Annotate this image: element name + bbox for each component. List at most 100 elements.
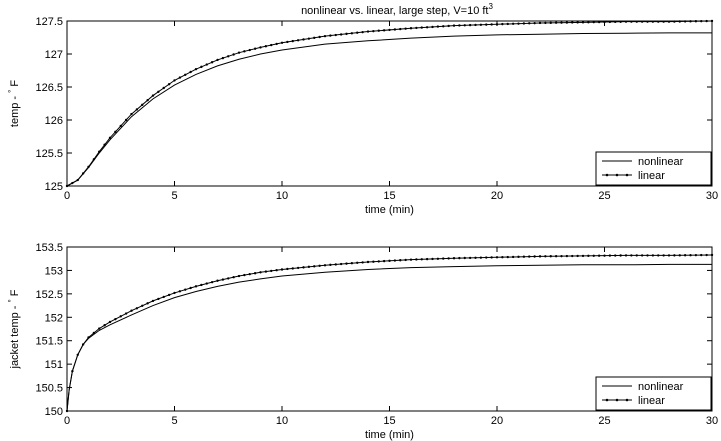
series-marker-linear	[232, 53, 235, 56]
y-axis-label-text: temp -	[9, 93, 21, 127]
series-marker-linear	[243, 50, 246, 53]
series-marker-linear	[372, 29, 375, 33]
series-marker-linear	[114, 130, 117, 134]
series-marker-linear	[565, 21, 569, 24]
series-marker-linear	[447, 257, 450, 260]
series-marker-linear	[576, 21, 579, 24]
series-marker-linear	[130, 112, 133, 116]
series-marker-linear	[393, 259, 397, 262]
series-marker-linear	[442, 257, 445, 260]
series-marker-linear	[253, 272, 257, 275]
y-tick-label: 150.5	[35, 383, 63, 395]
series-marker-linear	[270, 43, 273, 47]
series-marker-linear	[442, 25, 445, 28]
series-marker-linear	[581, 254, 585, 258]
legend: nonlinear linear	[595, 376, 712, 411]
series-marker-linear	[162, 295, 165, 299]
series-marker-linear	[490, 23, 493, 26]
series-marker-linear	[420, 26, 423, 29]
series-marker-linear	[141, 304, 144, 308]
series-marker-linear	[270, 269, 273, 273]
legend-marker-linear	[615, 398, 619, 402]
series-marker-linear	[630, 20, 633, 23]
series-marker-linear	[463, 24, 466, 27]
series-marker-linear	[592, 20, 595, 24]
series-marker-linear	[81, 172, 85, 175]
series-marker-linear	[275, 268, 278, 272]
series-marker-linear	[173, 291, 176, 295]
series-marker-linear	[345, 262, 348, 265]
series-marker-linear	[635, 20, 638, 23]
series-marker-linear	[619, 20, 622, 23]
series-marker-linear	[178, 76, 182, 79]
x-tick-label: 10	[276, 190, 288, 202]
x-tick-label: 15	[383, 415, 395, 427]
series-marker-linear	[227, 55, 230, 58]
series-marker-linear	[135, 108, 139, 111]
series-marker-linear	[538, 255, 542, 258]
series-marker-linear	[662, 20, 665, 23]
y-tick-label: 151.5	[35, 336, 63, 348]
series-marker-linear	[141, 103, 144, 107]
series-marker-linear	[81, 343, 85, 346]
series-marker-linear	[667, 20, 671, 23]
series-marker-linear	[479, 23, 483, 26]
series-marker-linear	[210, 61, 214, 64]
series-marker-linear	[506, 22, 509, 26]
series-marker-linear	[506, 255, 509, 259]
series-marker-linear	[533, 21, 536, 25]
series-marker-linear	[425, 26, 429, 29]
series-marker-linear	[366, 30, 370, 33]
series-marker-linear	[549, 255, 552, 258]
series-marker-linear	[124, 312, 128, 315]
series-marker-linear	[313, 265, 316, 268]
y-tick-label: 153	[45, 265, 63, 277]
series-marker-linear	[689, 20, 692, 23]
series-marker-linear	[92, 158, 96, 161]
y-tick-label: 126.5	[35, 82, 63, 94]
y-axis-label: temp - ° F	[7, 80, 21, 127]
x-axis-label: time (min)	[365, 429, 414, 441]
series-marker-linear	[630, 254, 633, 257]
series-marker-linear	[200, 283, 203, 287]
y-tick-label: 125.5	[35, 148, 63, 160]
series-marker-linear	[350, 32, 354, 35]
series-marker-linear	[431, 25, 434, 29]
series-marker-linear	[345, 32, 348, 36]
series-marker-linear	[194, 67, 198, 71]
legend-marker-linear	[625, 173, 629, 177]
series-marker-linear	[614, 20, 617, 24]
series-marker-linear	[248, 272, 251, 276]
series-marker-linear	[597, 254, 601, 257]
series-marker-linear	[646, 20, 649, 23]
series-marker-linear	[533, 255, 536, 258]
y-axis-label-text: jacket temp -	[9, 302, 21, 369]
y-tick-label: 127	[45, 49, 63, 61]
series-marker-linear	[318, 264, 321, 267]
series-marker-linear	[243, 273, 246, 277]
legend-label-linear: linear	[638, 170, 665, 182]
series-marker-linear	[474, 256, 477, 259]
chart-title-superscript: 3	[488, 2, 493, 11]
series-marker-linear	[377, 29, 380, 32]
series-marker-linear	[517, 22, 520, 25]
series-marker-linear	[554, 255, 558, 258]
series-marker-linear	[554, 21, 558, 24]
series-marker-linear	[103, 143, 106, 146]
axis-ticks: 0 5 10 15 20 25 30 125 125.5 126 126.5 127 127.5	[35, 16, 718, 202]
legend-label-linear: linear	[638, 395, 665, 407]
series-marker-linear	[65, 409, 69, 413]
series-marker-linear	[651, 20, 655, 23]
series-marker-linear	[673, 20, 676, 23]
series-marker-linear	[581, 21, 585, 24]
series-marker-linear	[114, 317, 117, 321]
series-marker-linear	[576, 254, 579, 258]
series-marker-linear	[673, 254, 676, 257]
series-marker-linear	[291, 267, 294, 270]
x-axis-label: time (min)	[365, 204, 414, 216]
series-marker-linear	[302, 266, 305, 269]
series-marker-linear	[388, 28, 391, 32]
series-marker-linear	[377, 260, 380, 263]
legend-label-nonlinear: nonlinear	[638, 381, 684, 393]
series-marker-linear	[264, 270, 268, 273]
